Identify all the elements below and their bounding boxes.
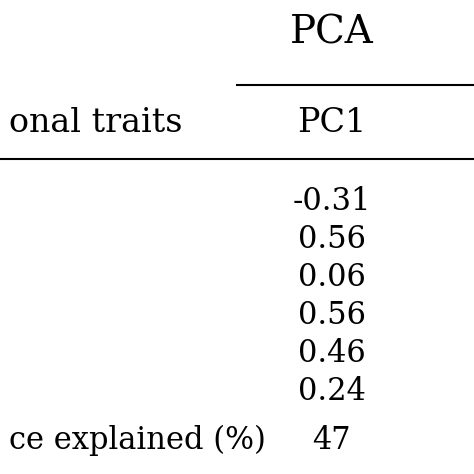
Text: -0.31: -0.31: [292, 186, 371, 217]
Text: 0.56: 0.56: [298, 224, 366, 255]
Text: ce explained (%): ce explained (%): [9, 425, 266, 456]
Text: PCA: PCA: [290, 15, 374, 52]
Text: PC1: PC1: [297, 107, 366, 139]
Text: 47: 47: [312, 425, 351, 456]
Text: 0.24: 0.24: [298, 375, 366, 407]
Text: 0.06: 0.06: [298, 262, 366, 293]
Text: 0.46: 0.46: [298, 337, 365, 369]
Text: 0.56: 0.56: [298, 300, 366, 331]
Text: onal traits: onal traits: [9, 107, 183, 139]
